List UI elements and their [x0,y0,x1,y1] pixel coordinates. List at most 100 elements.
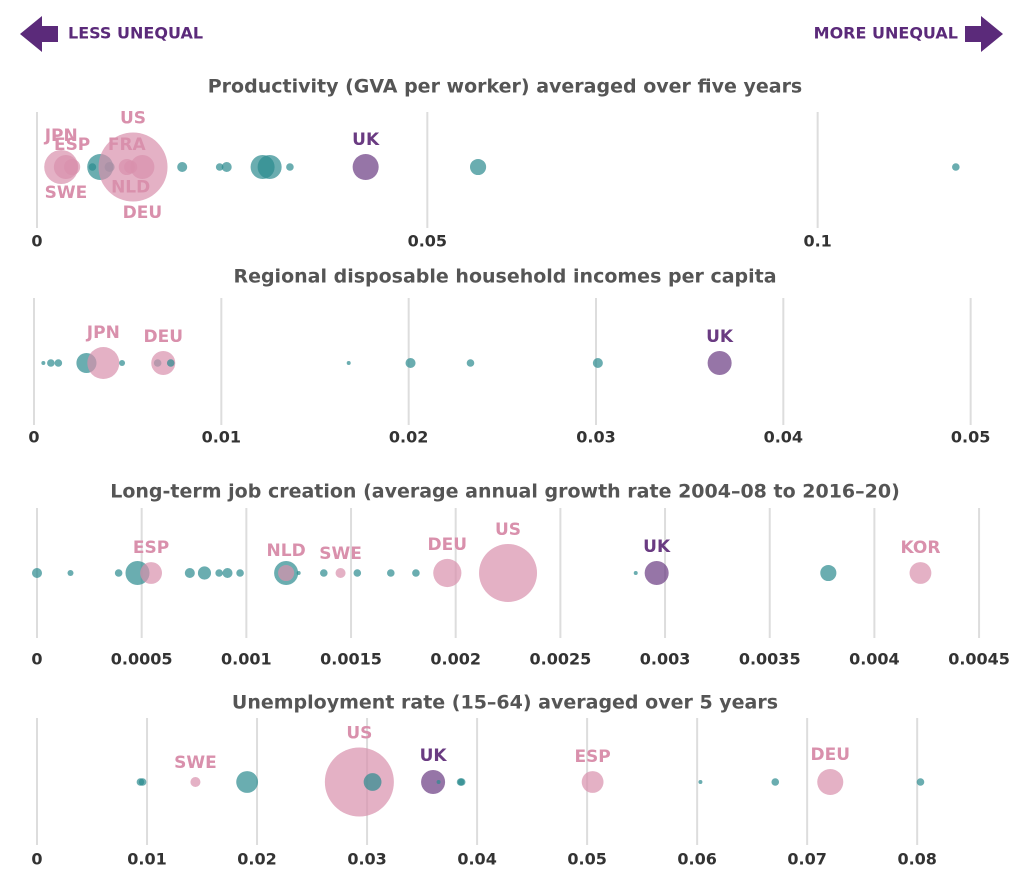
bubble [221,161,232,173]
x-tick-label: 0 [31,232,42,251]
x-tick-label: 0.02 [237,850,276,869]
header-right: MORE UNEQUAL [814,24,958,43]
bubble [707,350,732,376]
country-label: SWE [174,753,217,773]
x-tick-label: 0 [31,850,42,869]
left-arrow [20,16,58,52]
country-label: UK [352,130,380,150]
x-tick-label: 0.003 [640,650,691,669]
chart-title: Productivity (GVA per worker) averaged o… [208,76,803,98]
country-label: NLD [111,178,150,198]
x-tick-label: 0.1 [803,232,831,251]
x-tick-label: 0.001 [221,650,272,669]
x-tick-label: 0.02 [389,428,428,447]
country-label: JPN [86,323,120,343]
x-tick-label: 0.04 [457,850,496,869]
bubble [820,564,837,582]
bubble [286,163,294,171]
bubble [457,778,466,786]
bubble [278,564,295,582]
country-label: ESP [133,538,169,558]
right-arrow [965,16,1003,52]
bubble [436,780,441,784]
x-tick-label: 0.05 [567,850,606,869]
chart-title: Regional disposable household incomes pe… [233,266,776,288]
bubble [215,163,224,171]
country-label: FRA [108,135,147,155]
bubble [166,359,175,367]
bubble [324,747,394,817]
x-tick-label: 0 [28,428,39,447]
x-tick-label: 0.0005 [111,650,173,669]
country-label: SWE [319,544,362,564]
bubble [88,163,97,171]
bubble [190,776,201,788]
country-label: JPN [44,126,78,146]
bubble [138,778,147,786]
country-label: NLD [267,541,306,561]
x-tick-label: 0.004 [849,650,900,669]
x-tick-label: 0.03 [347,850,386,869]
bubble [87,346,120,380]
country-label: ESP [54,135,90,155]
country-label: UK [706,327,734,347]
bubble [405,357,416,369]
bubble [41,361,46,365]
x-tick-label: 0 [31,650,42,669]
chart-title: Long-term job creation (average annual g… [110,481,900,503]
x-tick-label: 0.01 [127,850,166,869]
country-label: UK [643,537,671,557]
x-tick-label: 0.01 [202,428,241,447]
bubble [633,571,638,575]
bubble [470,158,487,176]
x-tick-label: 0.0045 [948,650,1010,669]
bubble [698,780,703,784]
x-tick-label: 0.002 [430,650,481,669]
x-tick-label: 0.07 [787,850,826,869]
country-label: DEU [143,327,183,347]
bubble [592,357,603,369]
bubble [581,771,604,793]
bubble [119,359,126,367]
bubble [114,569,123,577]
bubble [236,569,244,577]
bubble [466,359,475,367]
bubble [64,158,81,176]
bubble [353,569,362,577]
bubble [215,569,223,577]
bubble [257,154,282,180]
bubble [771,778,780,786]
bubble [386,569,395,577]
bubble [151,350,176,376]
bubble [54,359,63,367]
x-tick-label: 0.0025 [529,650,591,669]
bubble [236,771,259,793]
bubble [346,361,351,365]
country-label: US [346,723,372,743]
country-label: DEU [123,203,163,223]
x-tick-label: 0.05 [408,232,447,251]
x-tick-label: 0.03 [576,428,615,447]
country-label: UK [420,746,448,766]
bubble [433,558,462,588]
bubble [177,161,188,173]
country-label: US [495,520,521,540]
x-tick-label: 0.06 [677,850,716,869]
country-label: DEU [428,535,468,555]
x-tick-label: 0.04 [764,428,803,447]
header-left: LESS UNEQUAL [68,24,203,43]
bubble [140,562,163,584]
chart-title: Unemployment rate (15–64) averaged over … [232,692,778,714]
bubble [222,567,233,579]
country-label: KOR [900,538,940,558]
bubble [479,543,538,603]
x-tick-label: 0.0035 [739,650,801,669]
bubble [31,567,43,579]
bubble [67,569,74,577]
bubble [909,562,932,584]
bubble [421,769,446,795]
bubble [320,569,328,577]
x-tick-label: 0.05 [951,428,990,447]
bubble [817,768,844,796]
bubble [352,153,379,181]
